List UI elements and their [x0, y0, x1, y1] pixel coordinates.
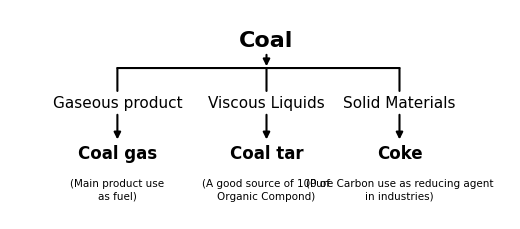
Text: (Main product use
as fuel): (Main product use as fuel) [70, 179, 164, 202]
Text: (Pure Carbon use as reducing agent
in industries): (Pure Carbon use as reducing agent in in… [306, 179, 493, 202]
Text: Coke: Coke [376, 144, 422, 163]
Text: Viscous Liquids: Viscous Liquids [208, 96, 325, 111]
Text: Gaseous product: Gaseous product [53, 96, 182, 111]
Text: (A good source of 100 of
Organic Compond): (A good source of 100 of Organic Compond… [202, 179, 331, 202]
Text: Solid Materials: Solid Materials [343, 96, 456, 111]
Text: Coal: Coal [239, 31, 294, 51]
Text: Coal gas: Coal gas [78, 144, 157, 163]
Text: Coal tar: Coal tar [230, 144, 303, 163]
